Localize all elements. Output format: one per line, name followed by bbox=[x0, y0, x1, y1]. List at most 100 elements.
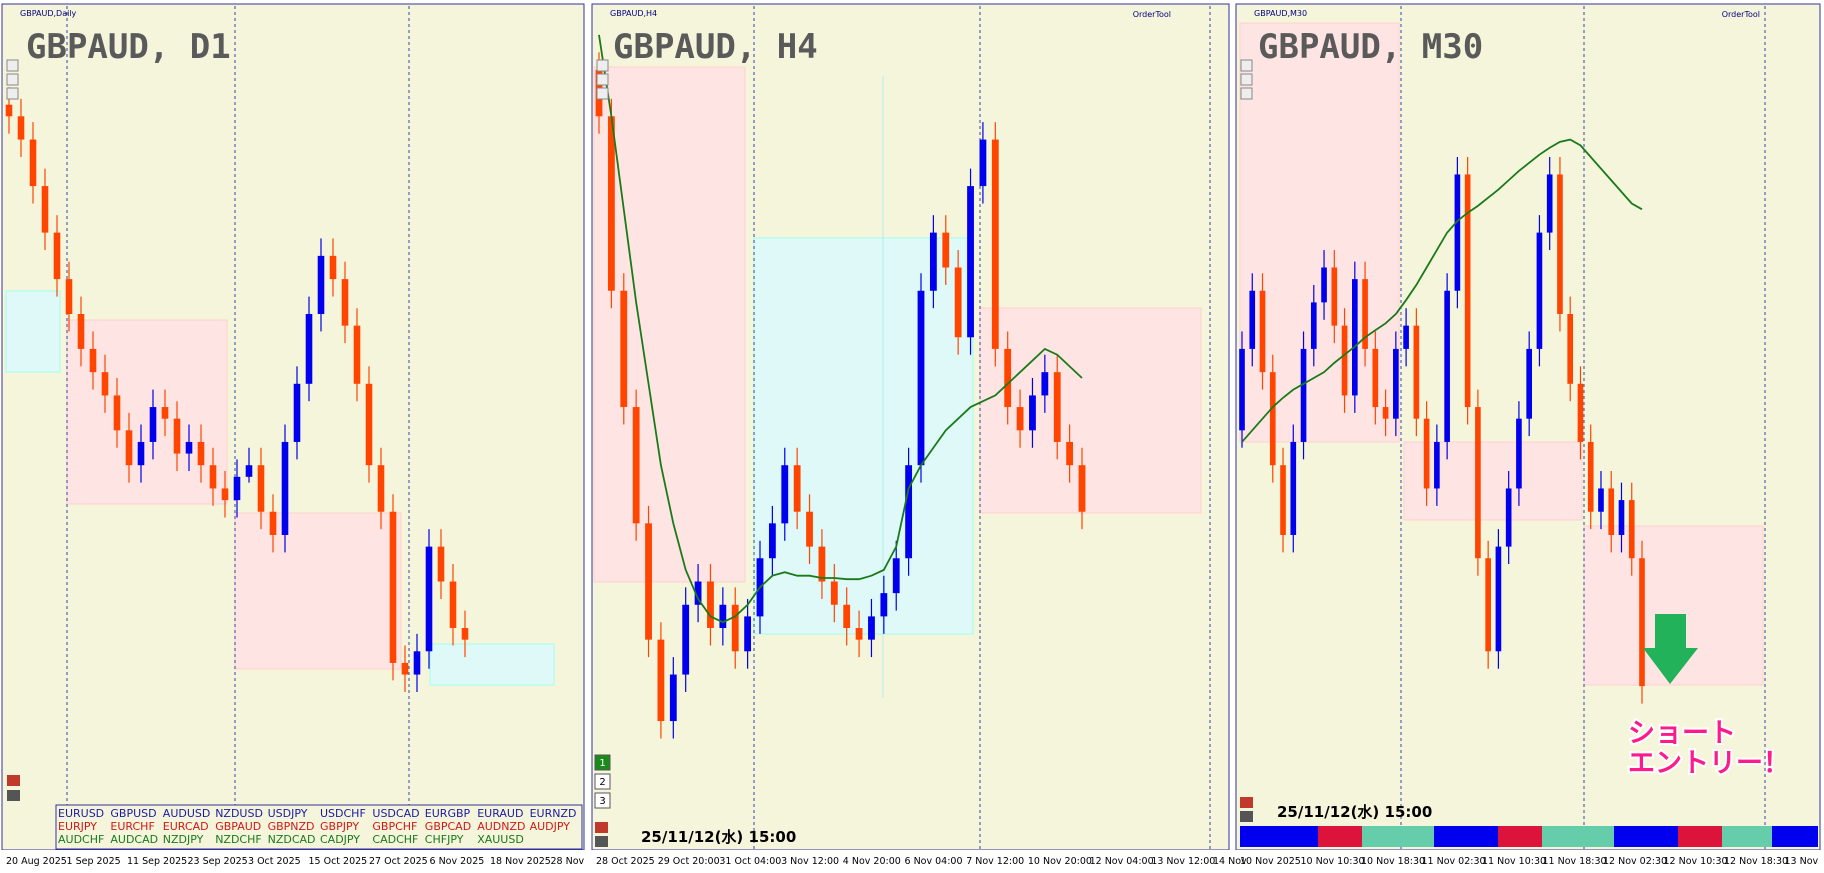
candle-body bbox=[1413, 325, 1420, 419]
date-label: 23 Sep 2025 bbox=[188, 856, 248, 867]
strip bbox=[1542, 826, 1614, 847]
timestamp: 25/11/12(水) 15:00 bbox=[1277, 803, 1432, 821]
tool-button[interactable] bbox=[7, 790, 20, 801]
candle-body bbox=[113, 395, 121, 431]
tool-button[interactable] bbox=[595, 822, 608, 833]
down-arrow bbox=[1643, 614, 1698, 684]
candle-body bbox=[645, 523, 652, 640]
symbol-button[interactable]: CHFJPY bbox=[425, 833, 464, 846]
tool-button[interactable] bbox=[1240, 59, 1253, 72]
order-tool: OrderTool bbox=[1133, 10, 1171, 19]
date-label: 12 Nov 04:00 bbox=[1090, 856, 1154, 867]
strip bbox=[1498, 826, 1542, 847]
candle-body bbox=[669, 674, 677, 722]
tool-button[interactable] bbox=[596, 73, 609, 86]
candle-body bbox=[1321, 267, 1327, 303]
candle-body bbox=[1475, 407, 1481, 559]
date-label: 3 Oct 2025 bbox=[248, 856, 301, 867]
symbol-button[interactable]: EURGBP bbox=[425, 807, 471, 820]
tool-button[interactable] bbox=[6, 87, 19, 100]
symbol-button[interactable]: NZDUSD bbox=[215, 807, 263, 820]
date-label: 11 Nov 18:30 bbox=[1543, 856, 1607, 867]
date-label: 12 Nov 18:30 bbox=[1724, 856, 1788, 867]
tool-button[interactable] bbox=[7, 775, 20, 786]
candle-body bbox=[221, 488, 229, 501]
candle-body bbox=[607, 116, 615, 291]
date-label: 10 Nov 18:30 bbox=[1361, 856, 1425, 867]
panel-header: GBPAUD,H4 bbox=[610, 9, 657, 18]
symbol-button[interactable]: AUDCHF bbox=[58, 833, 104, 846]
symbol-button[interactable]: NZDCAD bbox=[268, 833, 316, 846]
candle-body bbox=[125, 430, 133, 466]
candle-body bbox=[1618, 500, 1625, 535]
candle-body bbox=[1249, 290, 1256, 349]
tool-button[interactable] bbox=[1240, 87, 1253, 100]
date-label: 28 Oct 2025 bbox=[596, 856, 655, 867]
symbol-button[interactable]: AUDCAD bbox=[110, 833, 158, 846]
zone bbox=[5, 290, 61, 373]
symbol-button[interactable]: GBPUSD bbox=[110, 807, 156, 820]
symbol-button[interactable]: AUDNZD bbox=[477, 820, 525, 833]
candle-body bbox=[954, 267, 962, 338]
symbol-button[interactable]: CADJPY bbox=[320, 833, 360, 846]
symbol-button[interactable]: GBPNZD bbox=[268, 820, 315, 833]
zone bbox=[753, 237, 974, 635]
tool-button[interactable] bbox=[596, 87, 609, 100]
symbol-button[interactable]: EURCHF bbox=[110, 820, 154, 833]
candle-body bbox=[818, 546, 826, 582]
symbol-button[interactable]: AUDUSD bbox=[163, 807, 211, 820]
timestamp: 25/11/12(水) 15:00 bbox=[641, 828, 796, 846]
symbol-button[interactable]: GBPJPY bbox=[320, 820, 359, 833]
period-button[interactable] bbox=[594, 792, 611, 809]
symbol-button[interactable]: XAUUSD bbox=[477, 833, 524, 846]
symbol-button[interactable]: GBPCAD bbox=[425, 820, 471, 833]
period-button[interactable] bbox=[594, 754, 611, 771]
tool-button[interactable] bbox=[595, 836, 608, 847]
candle-body bbox=[1567, 314, 1574, 384]
candle-body bbox=[719, 604, 727, 629]
candle-body bbox=[1557, 174, 1563, 315]
candle-body bbox=[830, 581, 838, 605]
date-label: 6 Nov 04:00 bbox=[905, 856, 963, 867]
period-label: 1 bbox=[599, 758, 605, 769]
symbol-button[interactable]: EURNZD bbox=[530, 807, 577, 820]
tool-button[interactable] bbox=[6, 73, 19, 86]
candle-body bbox=[293, 383, 301, 442]
candle-body bbox=[1444, 290, 1450, 442]
candle-body bbox=[209, 465, 217, 489]
tool-button[interactable] bbox=[596, 59, 609, 72]
date-label: 4 Nov 20:00 bbox=[843, 856, 901, 867]
tool-button[interactable] bbox=[1240, 811, 1253, 822]
symbol-button[interactable]: EURUSD bbox=[58, 807, 104, 820]
tool-button[interactable] bbox=[6, 59, 19, 72]
symbol-button[interactable]: USDCHF bbox=[320, 807, 366, 820]
symbol-button[interactable]: EURAUD bbox=[477, 807, 523, 820]
symbol-button[interactable]: USDCAD bbox=[372, 807, 419, 820]
strength-strip bbox=[1240, 826, 1818, 847]
tool-button[interactable] bbox=[1240, 73, 1253, 86]
symbol-button[interactable]: USDJPY bbox=[268, 807, 308, 820]
candle-body bbox=[905, 465, 913, 559]
tool-button[interactable] bbox=[1240, 797, 1253, 808]
date-label: 13 Nov bbox=[1785, 856, 1819, 867]
zone bbox=[234, 512, 402, 670]
candle-body bbox=[1331, 267, 1338, 326]
symbol-button[interactable]: GBPCHF bbox=[372, 820, 417, 833]
symbol-button[interactable]: CADCHF bbox=[372, 833, 418, 846]
date-label: 31 Oct 04:00 bbox=[719, 856, 781, 867]
symbol-button[interactable]: NZDCHF bbox=[215, 833, 262, 846]
period-button[interactable] bbox=[594, 773, 611, 790]
symbol-button[interactable]: GBPAUD bbox=[215, 820, 261, 833]
date-label: 6 Nov 2025 bbox=[430, 856, 485, 867]
symbol-button[interactable]: AUDJPY bbox=[530, 820, 571, 833]
symbol-button[interactable]: NZDJPY bbox=[163, 833, 204, 846]
candle-body bbox=[269, 511, 277, 535]
candle-body bbox=[305, 314, 313, 384]
strip bbox=[1678, 826, 1722, 847]
symbol-button[interactable]: EURCAD bbox=[163, 820, 209, 833]
symbol-button[interactable]: EURJPY bbox=[58, 820, 97, 833]
candle-body bbox=[149, 407, 157, 442]
zones bbox=[5, 22, 1764, 698]
